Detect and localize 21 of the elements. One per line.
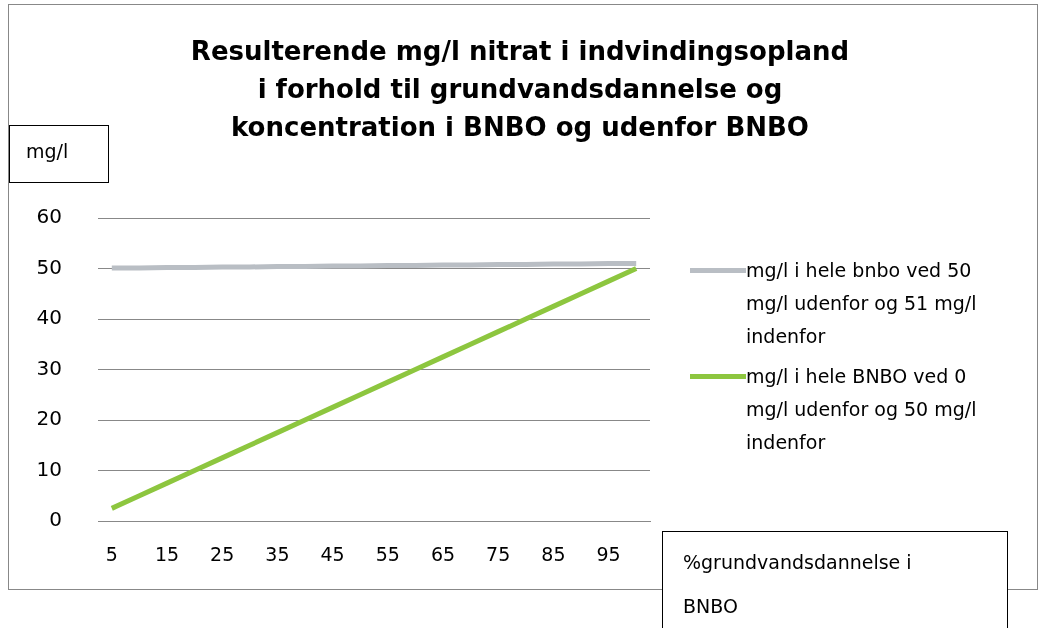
y-axis-title: mg/l xyxy=(9,125,109,183)
legend-label: mg/l i hele BNBO ved 0 mg/l udenfor og 50 mg/l indenfor xyxy=(746,364,978,455)
x-tick-label: 55 xyxy=(375,543,400,566)
x-tick-label: 85 xyxy=(541,543,566,566)
x-tick-label: 15 xyxy=(154,543,180,566)
x-tick-label: 45 xyxy=(320,543,345,566)
y-tick-label: 20 xyxy=(36,406,62,431)
x-tick-label: 35 xyxy=(265,543,290,566)
x-tick-label: 25 xyxy=(210,543,235,566)
x-axis-title: %grundvandsdannelse i BNBO xyxy=(662,531,1008,628)
x-tick-label: 75 xyxy=(486,543,511,566)
y-tick-label: 40 xyxy=(36,305,62,330)
x-tick-label: 5 xyxy=(105,543,118,566)
y-tick-label: 50 xyxy=(36,254,62,279)
y-tick-label: 30 xyxy=(36,355,62,380)
y-tick-label: 60 xyxy=(36,204,62,229)
y-tick-label: 0 xyxy=(49,507,62,532)
x-tick-label: 65 xyxy=(430,543,456,566)
x-tick-label: 95 xyxy=(596,543,621,566)
y-tick-label: 10 xyxy=(36,456,62,481)
chart-title: Resulterende mg/l nitrat i indvindingsopland i forhold til grundvandsdannelse og koncentration i BNBO og udenfor BNBO xyxy=(190,35,850,144)
